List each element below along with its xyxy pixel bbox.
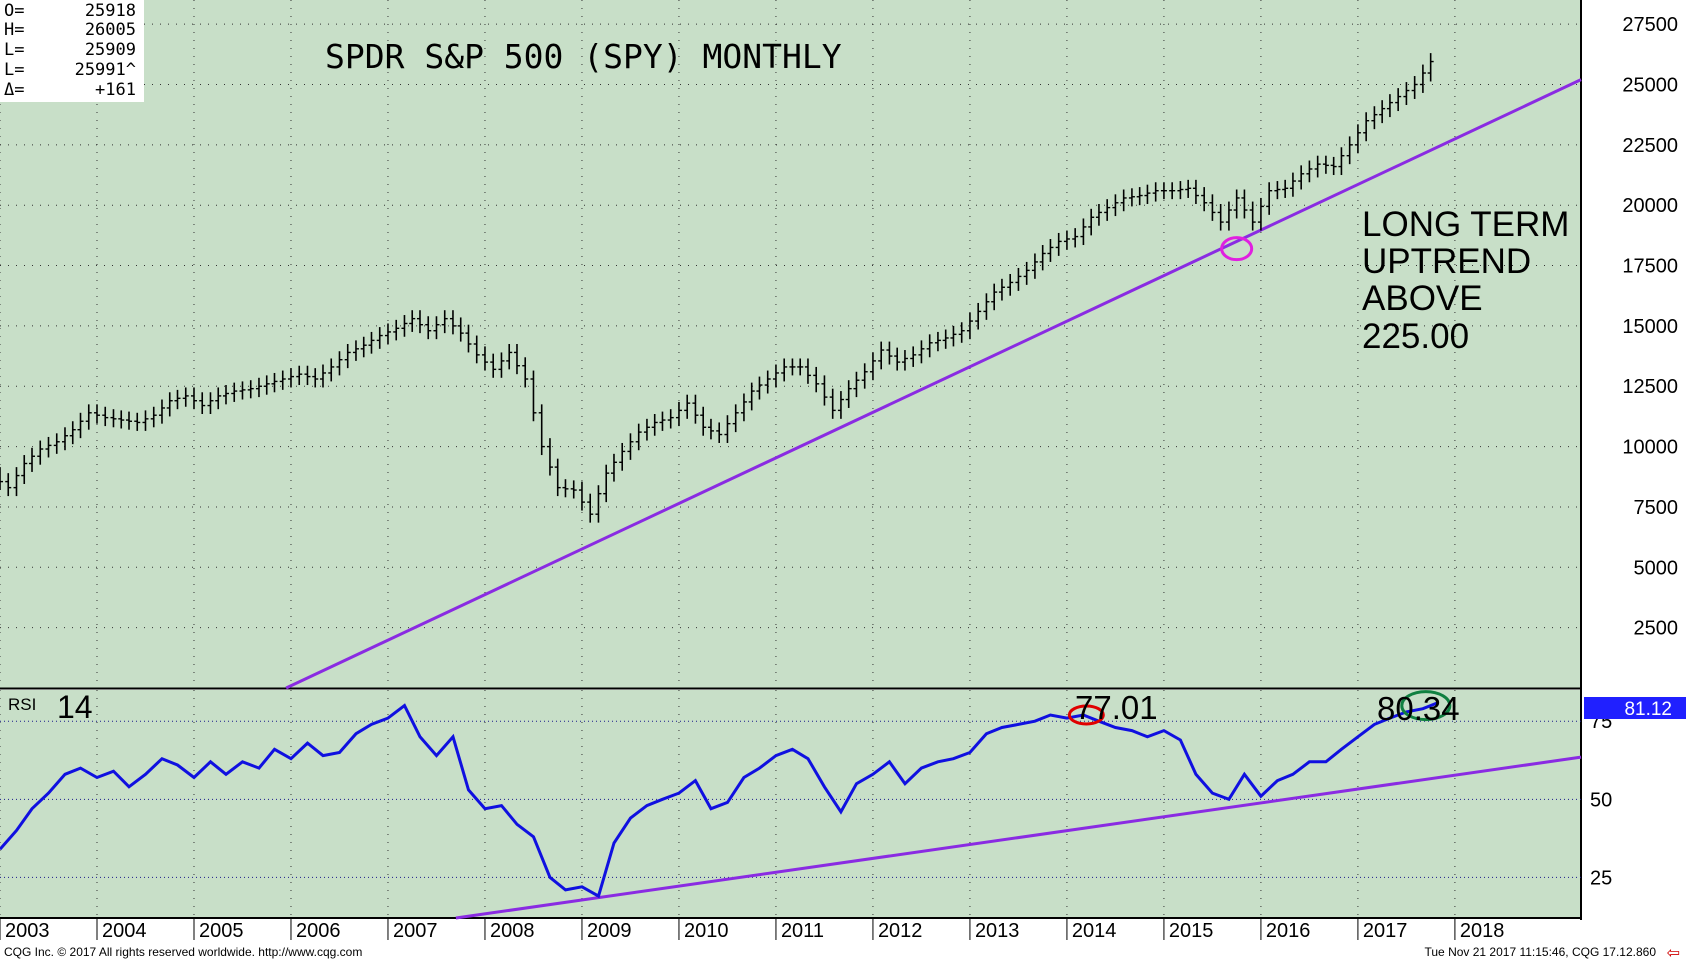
- price-y-axis-labels: 2500 5000 7500 10000 12500 15000 17500 20000 225…: [1622, 14, 1678, 640]
- rsi-y-tick-label: 25: [1590, 867, 1612, 889]
- green-highlight-ellipse: [1400, 690, 1452, 722]
- rsi-panel-background: [0, 690, 1580, 918]
- year-label: 2012: [878, 920, 923, 942]
- price-y-tick-label: 22500: [1622, 135, 1678, 157]
- year-label: 2006: [296, 920, 341, 942]
- annotation-line-2: UPTREND: [1362, 242, 1531, 281]
- year-label: 2016: [1266, 920, 1311, 942]
- price-y-tick-label: 15000: [1622, 316, 1678, 338]
- rsi-annotation-80: 80.34: [1377, 690, 1460, 727]
- annotation-line-1: LONG TERM: [1362, 205, 1569, 244]
- timestamp-text[interactable]: Tue Nov 21 2017 11:15:46, CQG 17.12.860: [1424, 945, 1657, 959]
- year-label: 2017: [1363, 920, 1408, 942]
- year-label: 2004: [102, 920, 147, 942]
- rsi-y-tick-label: 50: [1590, 789, 1612, 811]
- pink-highlight-ellipse: [1220, 236, 1254, 262]
- red-highlight-ellipse: [1067, 704, 1105, 726]
- x-axis-labels: 2003 2004 2005 2006 2007 2008 2009 2010 2011 2012…: [5, 920, 1504, 942]
- price-panel-background: [0, 0, 1580, 688]
- price-y-tick-label: 25000: [1622, 74, 1678, 96]
- price-y-tick-label: 17500: [1622, 256, 1678, 278]
- left-arrow-icon[interactable]: ⇦: [1666, 945, 1680, 962]
- price-y-tick-label: 12500: [1622, 376, 1678, 398]
- chart-title: SPDR S&P 500 (SPY) MONTHLY: [325, 37, 842, 76]
- price-y-tick-label: 20000: [1622, 195, 1678, 217]
- footer-bar: CQG Inc. © 2017 All rights reserved worl…: [0, 942, 1686, 962]
- ohlc-low: L= 25909: [4, 40, 136, 60]
- rsi-current-value: 81.12: [1624, 699, 1672, 720]
- year-label: 2011: [781, 920, 824, 942]
- rsi-label: RSI: [8, 695, 36, 714]
- year-label: 2008: [490, 920, 535, 942]
- rsi-line: [0, 701, 1439, 899]
- year-label: 2018: [1460, 920, 1505, 942]
- long-term-trendline: [285, 78, 1582, 690]
- year-label: 2015: [1169, 920, 1214, 942]
- price-y-tick-label: 10000: [1622, 437, 1678, 459]
- price-y-tick-label: 27500: [1622, 14, 1678, 36]
- price-bars: [0, 53, 1434, 523]
- year-label: 2010: [684, 920, 729, 942]
- year-label: 2005: [199, 920, 244, 942]
- rsi-annotation-77: 77.01: [1075, 689, 1158, 726]
- year-label: 2007: [393, 920, 438, 942]
- price-y-tick-label: 7500: [1634, 497, 1679, 519]
- annotation-line-3: ABOVE: [1362, 279, 1483, 318]
- year-label: 2013: [975, 920, 1020, 942]
- ohlc-high: H= 26005: [4, 20, 136, 40]
- price-y-tick-label: 5000: [1634, 557, 1679, 579]
- ohlc-change: Δ= +161: [4, 80, 136, 100]
- year-label: 2009: [587, 920, 632, 942]
- annotation-line-4: 225.00: [1362, 317, 1469, 356]
- ohlc-readout: O= 25918 H= 26005 L= 25909 L= 25991^ Δ= +161: [0, 0, 144, 102]
- price-y-tick-label: 2500: [1634, 618, 1679, 640]
- ohlc-last: L= 25991^: [4, 60, 136, 80]
- rsi-period-label: 14: [57, 689, 93, 725]
- uptrend-annotation: LONG TERM UPTREND ABOVE 225.00: [1362, 205, 1569, 356]
- ohlc-open: O= 25918: [4, 1, 136, 21]
- copyright-text: CQG Inc. © 2017 All rights reserved worl…: [4, 945, 363, 959]
- rsi-trendline: [455, 755, 1582, 920]
- year-label: 2014: [1072, 920, 1117, 942]
- rsi-current-value-box: [1584, 697, 1686, 719]
- right-axis-background: [1581, 0, 1686, 942]
- year-label: 2003: [5, 920, 50, 942]
